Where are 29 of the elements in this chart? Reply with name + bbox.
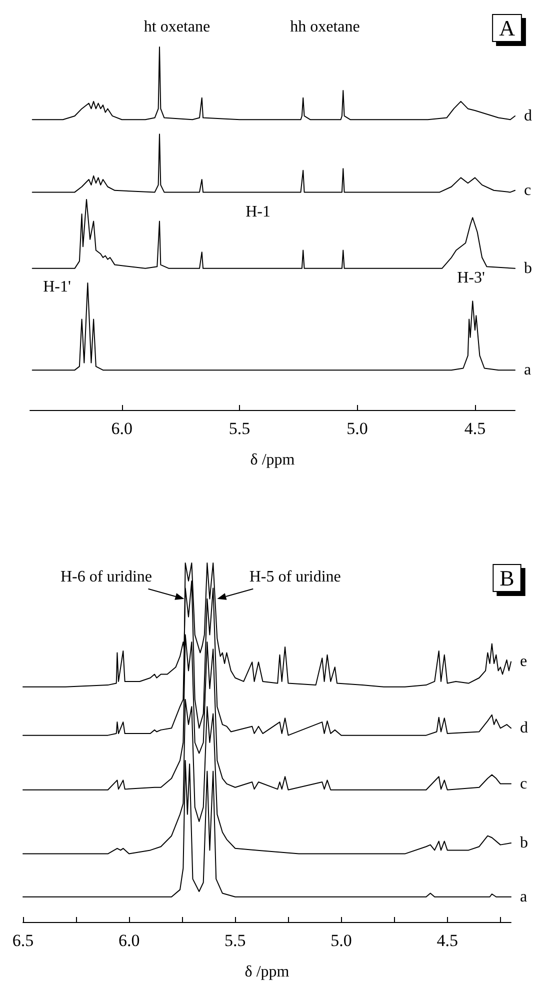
series-label: a (520, 888, 528, 906)
x-tick-label: 6.0 (118, 931, 140, 950)
x-tick-label: 5.5 (228, 419, 250, 438)
series-label: d (520, 720, 528, 737)
x-tick-label: 5.0 (346, 419, 368, 438)
x-tick-label: 4.5 (436, 931, 458, 950)
annotation: H-3' (457, 270, 485, 286)
x-axis-title: δ /ppm (244, 964, 290, 980)
x-tick-label: 5.5 (224, 931, 246, 950)
series-label: b (524, 260, 532, 277)
series-label: b (520, 834, 528, 852)
annotation: H-1' (43, 278, 71, 296)
series-label: d (524, 107, 532, 124)
text: ht oxetane (144, 18, 210, 36)
x-tick-label: 6.5 (12, 931, 34, 950)
series-label: e (520, 653, 528, 670)
x-tick-label: 4.5 (464, 419, 486, 438)
x-axis-title: δ /ppm (250, 452, 296, 468)
annotation: H-1 (246, 204, 270, 220)
text: hh oxetane (290, 18, 360, 36)
annotation: H-6 of uridine (60, 568, 152, 586)
x-tick-label: 6.0 (111, 419, 132, 438)
annotation: B (500, 566, 514, 590)
x-tick-label: 5.0 (330, 931, 352, 950)
annotation: H-5 of uridine (249, 568, 341, 586)
series-label: c (524, 182, 532, 199)
series-label: a (524, 362, 532, 379)
text: A (499, 16, 516, 40)
series-label: c (520, 775, 528, 792)
